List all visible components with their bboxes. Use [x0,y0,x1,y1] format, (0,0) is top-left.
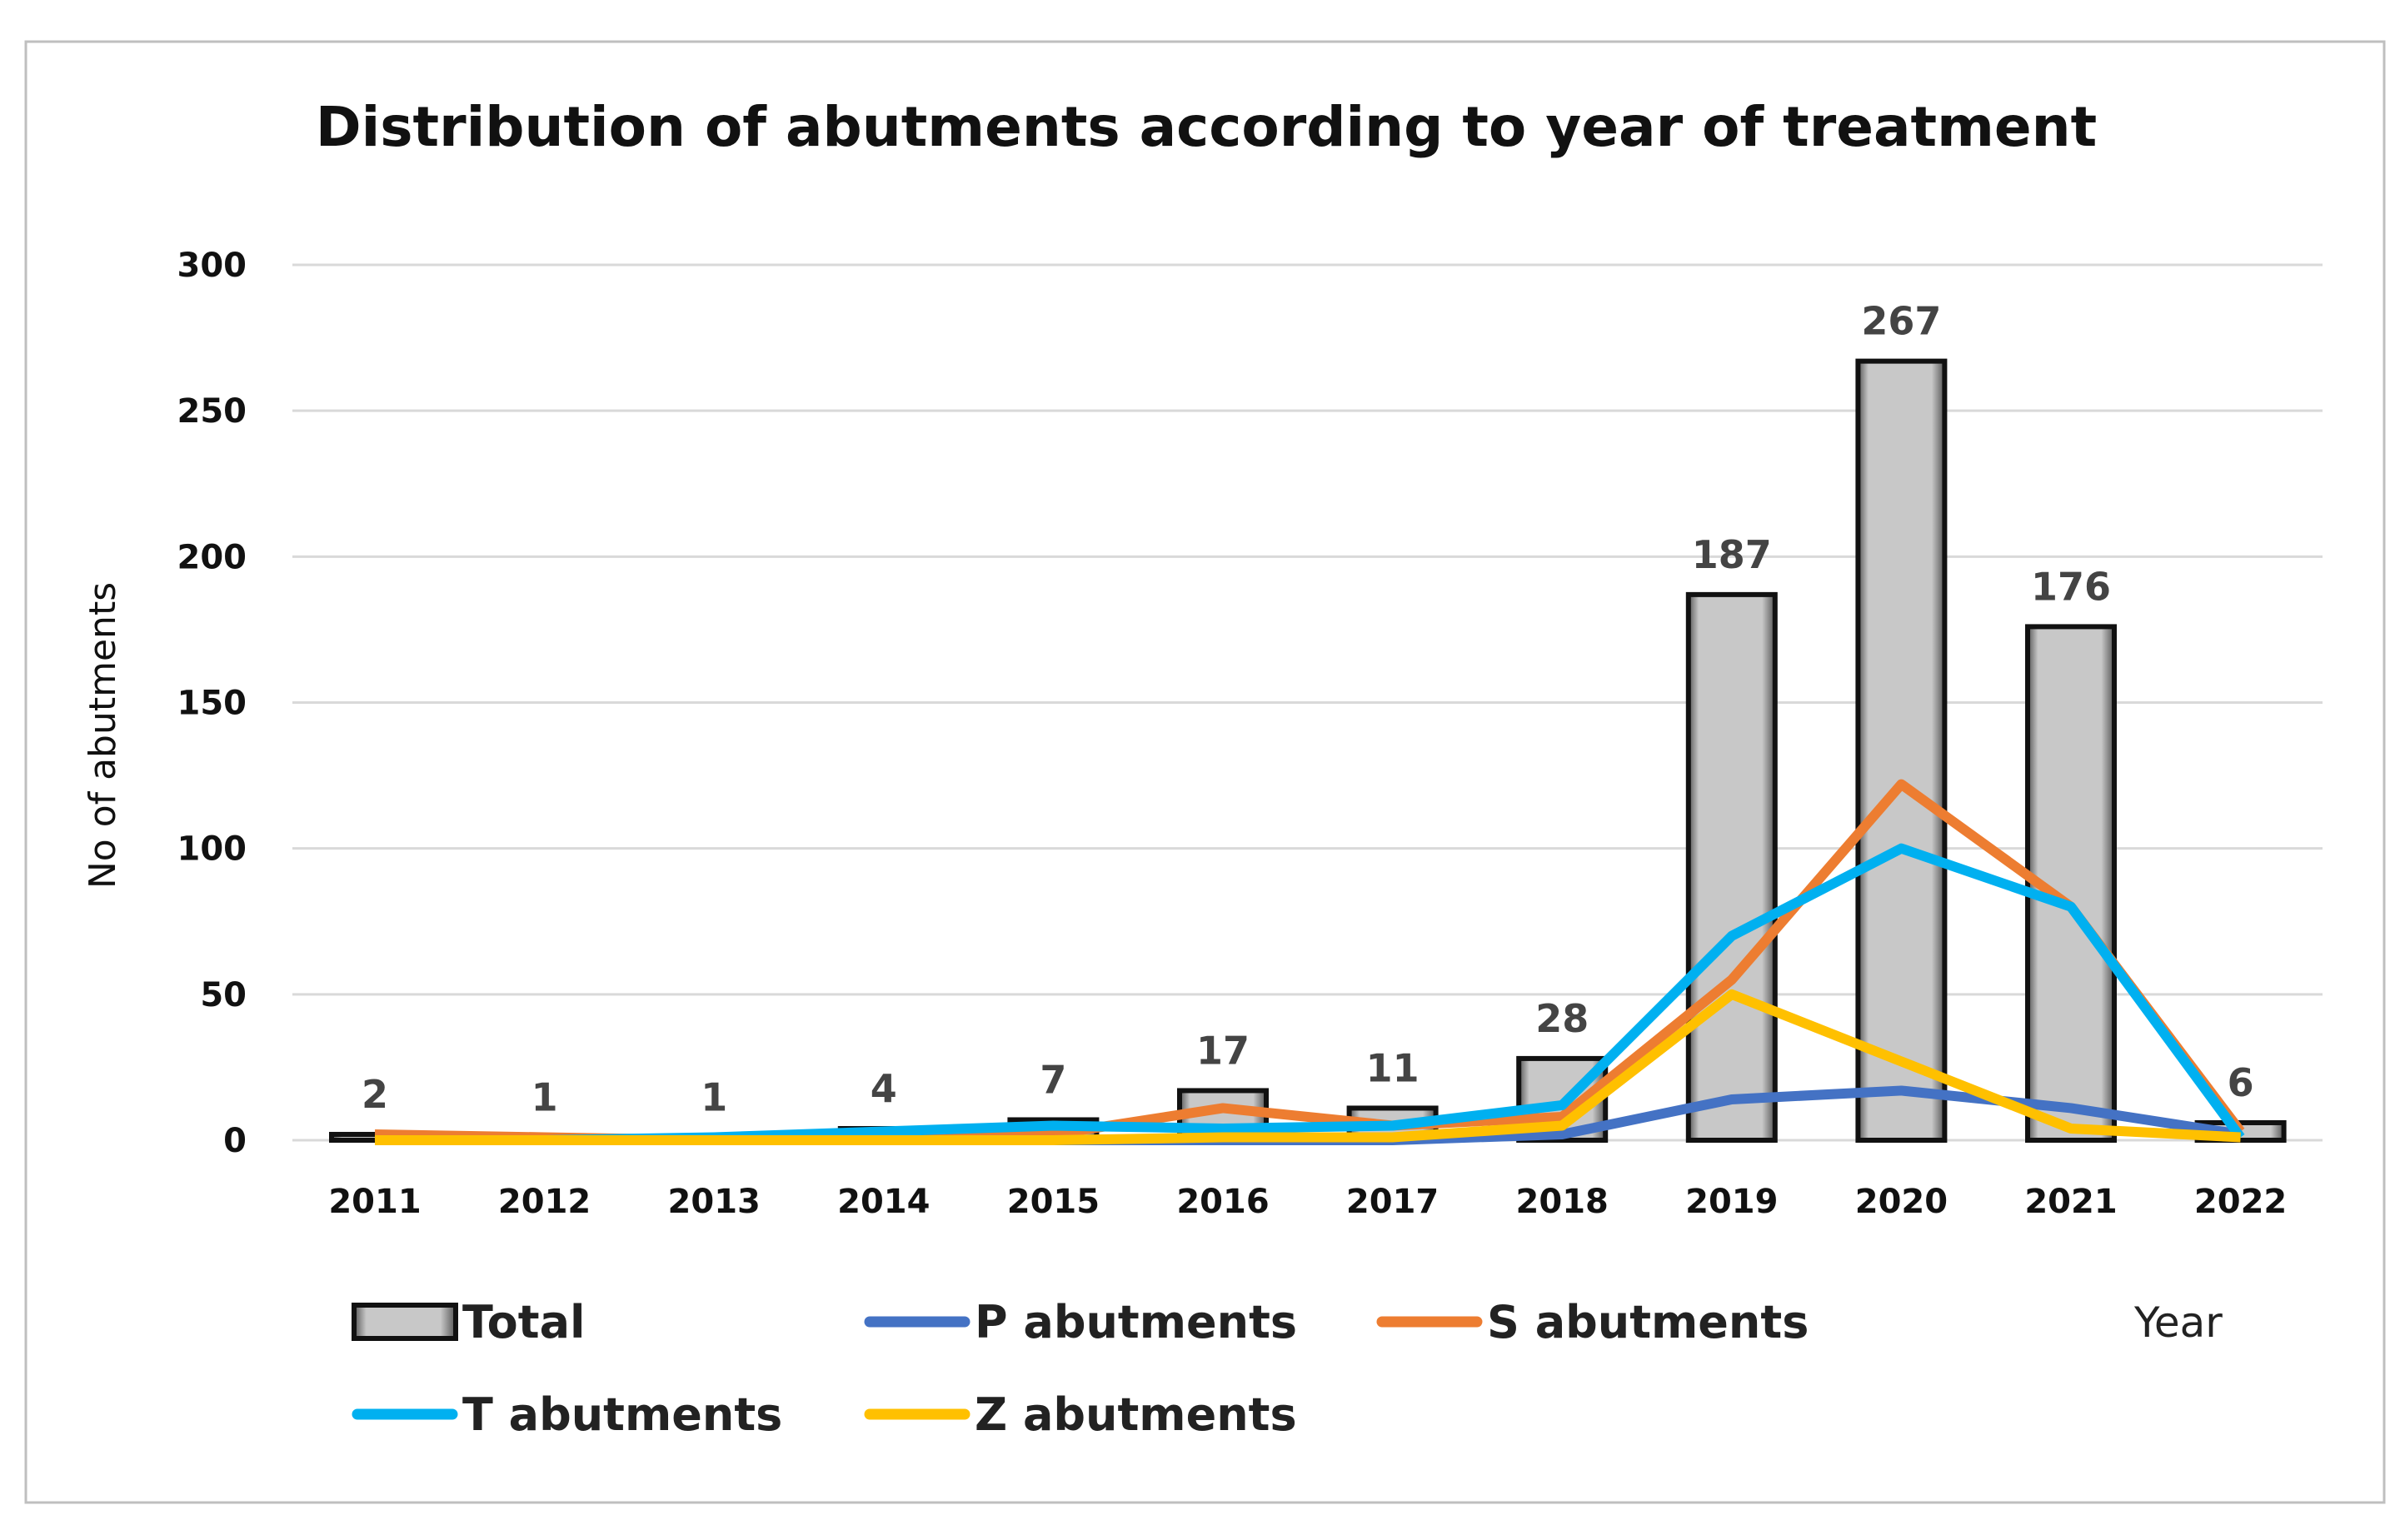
legend-item-s-abutments: S abutments [1376,1296,1809,1348]
x-tick-label: 2022 [2194,1183,2287,1221]
legend-swatch [352,1303,458,1341]
data-label: 7 [1040,1057,1066,1102]
legend-label: S abutments [1487,1296,1809,1348]
x-tick-label: 2017 [1346,1183,1439,1221]
bar-2019 [1685,591,1778,1143]
data-label: 187 [1692,532,1772,577]
legend-item-p-abutments: P abutments [864,1296,1297,1348]
y-axis-label: No of abutments [82,582,124,889]
data-label: 28 [1535,996,1589,1041]
x-tick-label: 2014 [837,1183,930,1221]
x-tick-label: 2011 [328,1183,421,1221]
legend-item-total: Total [352,1296,586,1348]
data-label: 4 [871,1066,897,1111]
x-tick-label: 2013 [668,1183,761,1221]
bar-2020 [1855,358,1948,1143]
x-tick-label: 2019 [1685,1183,1778,1221]
legend-item-t-abutments: T abutments [352,1388,782,1441]
y-tick-label: 300 [177,247,247,285]
data-label: 17 [1196,1028,1250,1073]
x-tick-label: 2021 [2024,1183,2117,1221]
legend-label: T abutments [462,1388,782,1441]
y-tick-label: 0 [223,1122,247,1160]
data-label: 2 [362,1072,388,1117]
data-label: 1 [531,1074,558,1119]
x-tick-label: 2015 [1007,1183,1100,1221]
x-tick-label: 2012 [498,1183,591,1221]
legend-item-z-abutments: Z abutments [864,1388,1297,1441]
chart-title: Distribution of abutments according to y… [316,95,2097,159]
y-tick-label: 150 [177,685,247,723]
data-label: 176 [2031,564,2111,609]
y-tick-label: 250 [177,392,247,431]
y-tick-label: 100 [177,830,247,869]
legend-label: Total [462,1296,586,1348]
chart-frame [24,40,2386,1504]
x-tick-label: 2016 [1176,1183,1269,1221]
y-tick-label: 200 [177,538,247,576]
line-z-abutments [375,989,2241,1145]
x-axis-label: Year [2133,1298,2223,1347]
data-label: 1 [701,1074,727,1119]
legend-label: Z abutments [975,1388,1297,1441]
legend-label: P abutments [975,1296,1297,1348]
data-label: 6 [2228,1060,2254,1105]
data-label: 11 [1366,1045,1420,1090]
x-tick-label: 2018 [1516,1183,1609,1221]
y-tick-label: 50 [200,976,247,1014]
data-label: 267 [1861,299,1941,344]
x-tick-label: 2020 [1855,1183,1948,1221]
